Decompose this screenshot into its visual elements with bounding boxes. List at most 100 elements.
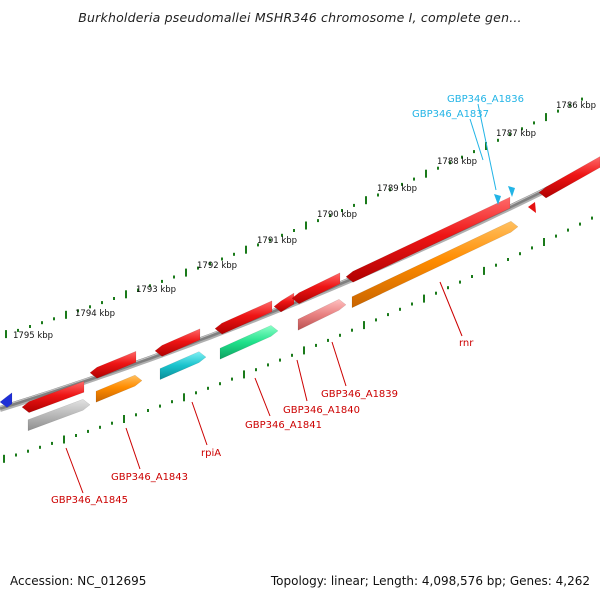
ruler-dot: [377, 193, 379, 197]
ruler-dot: [231, 377, 233, 381]
ruler-dot: [521, 127, 523, 131]
label-pointer-line: [296, 359, 308, 402]
ruler-dot: [579, 222, 581, 226]
ruler-major-tick: [5, 330, 7, 339]
ruler-major-tick: [245, 245, 247, 254]
ruler-major-tick: [423, 294, 425, 303]
ruler-dot: [293, 229, 295, 232]
ruler-dot: [149, 284, 151, 288]
ruler-dot: [401, 182, 403, 186]
ruler-major-tick: [65, 310, 67, 319]
label-pointer-line: [331, 341, 347, 387]
ruler-dot: [327, 338, 329, 342]
ruler-dot: [281, 233, 283, 237]
ruler-dot: [351, 328, 353, 332]
ruler-dot: [447, 286, 449, 290]
ruler-dot: [519, 252, 521, 256]
gene-label[interactable]: rnr: [459, 338, 474, 349]
gene-arrow: [528, 202, 536, 213]
ruler-dot: [533, 121, 535, 125]
gene-arrow: [159, 351, 207, 380]
kbp-label: 1794 kbp: [75, 309, 115, 319]
ruler-dot: [39, 445, 41, 449]
ruler-inner: [3, 216, 593, 463]
ruler-dot: [329, 214, 331, 218]
gene-label[interactable]: GBP346_A1841: [245, 420, 322, 431]
ruler-dot: [495, 263, 497, 267]
ruler-dot: [387, 313, 389, 317]
gene-arrow: [89, 350, 137, 379]
ruler-dot: [255, 368, 257, 372]
ruler-major-tick: [425, 169, 427, 178]
gene-label[interactable]: GBP346_A1836: [447, 94, 524, 105]
ruler-dot: [161, 279, 163, 283]
ruler-dot: [137, 288, 139, 292]
ruler-major-tick: [183, 393, 185, 402]
accession-text: Accession: NC_012695: [10, 574, 147, 588]
ruler-dot: [411, 302, 413, 306]
gene-arrow: [291, 272, 341, 305]
ruler-dot: [197, 266, 199, 270]
gene-label[interactable]: GBP346_A1845: [51, 495, 128, 506]
ruler-dot: [557, 109, 559, 113]
ruler-major-tick: [63, 435, 65, 444]
ruler-major-tick: [303, 346, 305, 355]
ruler-dot: [473, 150, 475, 154]
ruler-major-tick: [363, 321, 365, 330]
label-pointer-line: [65, 447, 84, 494]
ruler-dot: [111, 421, 113, 425]
ruler-dot: [209, 262, 211, 266]
ruler-dot: [195, 391, 197, 395]
kbp-label: 1790 kbp: [317, 210, 357, 220]
ruler-dot: [41, 321, 43, 325]
gene-arrow: [27, 399, 91, 432]
kbp-label: 1792 kbp: [197, 261, 237, 271]
ruler-dot: [555, 234, 557, 238]
ruler-dot: [113, 297, 115, 300]
ruler-dot: [221, 257, 223, 261]
ruler-dot: [269, 238, 271, 242]
ruler-dot: [471, 275, 473, 278]
ruler-dot: [497, 138, 499, 142]
gene-label[interactable]: GBP346_A1837: [412, 109, 489, 120]
ruler-dot: [459, 280, 461, 284]
gene-arrow: [538, 156, 600, 199]
gene-arrow: [154, 328, 201, 357]
label-pointer-line: [439, 281, 463, 337]
gene-label[interactable]: GBP346_A1843: [111, 472, 188, 483]
ruler-major-tick: [185, 268, 187, 277]
label-pointer-lines: [65, 103, 497, 494]
gene-label[interactable]: rpiA: [201, 448, 221, 459]
ruler-dot: [77, 309, 79, 313]
ruler-dot: [317, 219, 319, 223]
ruler-major-tick: [545, 113, 547, 122]
ruler-major-tick: [123, 415, 125, 423]
gene-arrow: [95, 374, 143, 403]
gene-arrow: [351, 220, 519, 309]
ruler-dot: [135, 413, 137, 417]
ruler-major-tick: [305, 221, 307, 230]
topology-text: Topology: linear; Length: 4,098,576 bp; …: [270, 574, 590, 588]
kbp-label: 1787 kbp: [496, 129, 536, 139]
gene-label[interactable]: GBP346_A1839: [321, 389, 398, 400]
label-pointer-line: [191, 401, 208, 446]
ruler-dot: [15, 453, 17, 457]
ruler-dot: [159, 404, 161, 408]
ruler-dot: [567, 228, 569, 232]
ruler-dot: [173, 275, 175, 279]
ruler-dot: [279, 358, 281, 362]
gene-label[interactable]: GBP346_A1840: [283, 405, 360, 416]
ruler-dot: [435, 291, 437, 295]
label-pointer-line: [477, 103, 497, 191]
gene-arrow: [494, 194, 501, 205]
ruler-dot: [389, 188, 391, 192]
gene-arrow: [273, 292, 295, 313]
ruler-dot: [437, 166, 439, 170]
ruler-dot: [219, 382, 221, 386]
kbp-label: 1789 kbp: [377, 184, 417, 194]
ruler-major-tick: [483, 266, 485, 275]
ruler-dot: [591, 216, 593, 220]
kbp-label: 1793 kbp: [136, 285, 176, 295]
gene-arrow: [297, 299, 347, 331]
